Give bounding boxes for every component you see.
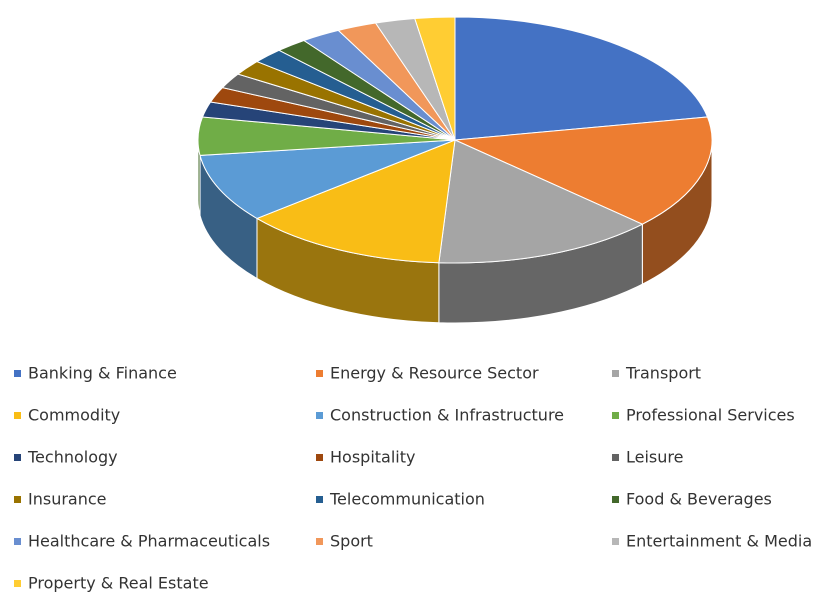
legend-label: Food & Beverages <box>626 490 772 509</box>
pie-slice <box>454 16 709 141</box>
legend-swatch <box>316 454 323 461</box>
legend-label: Banking & Finance <box>28 364 177 383</box>
legend-label: Healthcare & Pharmaceuticals <box>28 532 270 551</box>
legend-swatch <box>14 580 21 587</box>
legend-label: Commodity <box>28 406 120 425</box>
legend-swatch <box>316 496 323 503</box>
legend-label: Technology <box>27 448 118 467</box>
legend-label: Telecommunication <box>329 490 485 509</box>
legend-label: Entertainment & Media <box>626 532 812 551</box>
legend-swatch <box>14 454 21 461</box>
pie-slice <box>453 116 713 225</box>
pie-slice <box>438 139 644 264</box>
legend-label: Professional Services <box>626 406 795 425</box>
pie-slice <box>255 139 456 264</box>
legend-swatch <box>316 538 323 545</box>
legend-swatch <box>612 538 619 545</box>
legend-swatch <box>14 496 21 503</box>
legend-swatch <box>14 412 21 419</box>
legend-swatch <box>612 370 619 377</box>
legend-swatch <box>14 370 21 377</box>
legend-label: Hospitality <box>330 448 415 467</box>
legend-swatch <box>14 538 21 545</box>
legend-label: Energy & Resource Sector <box>330 364 539 383</box>
legend-label: Property & Real Estate <box>28 574 209 593</box>
legend-swatch <box>316 370 323 377</box>
legend-swatch <box>612 454 619 461</box>
legend-label: Insurance <box>28 490 107 509</box>
legend-swatch <box>612 496 619 503</box>
legend-label: Leisure <box>626 448 683 467</box>
legend-label: Sport <box>330 532 373 551</box>
legend-label: Construction & Infrastructure <box>330 406 564 425</box>
pie-slice <box>199 139 456 219</box>
legend-label: Transport <box>625 364 701 383</box>
pie-slice <box>414 16 456 141</box>
legend-swatch <box>612 412 619 419</box>
legend-swatch <box>316 412 323 419</box>
